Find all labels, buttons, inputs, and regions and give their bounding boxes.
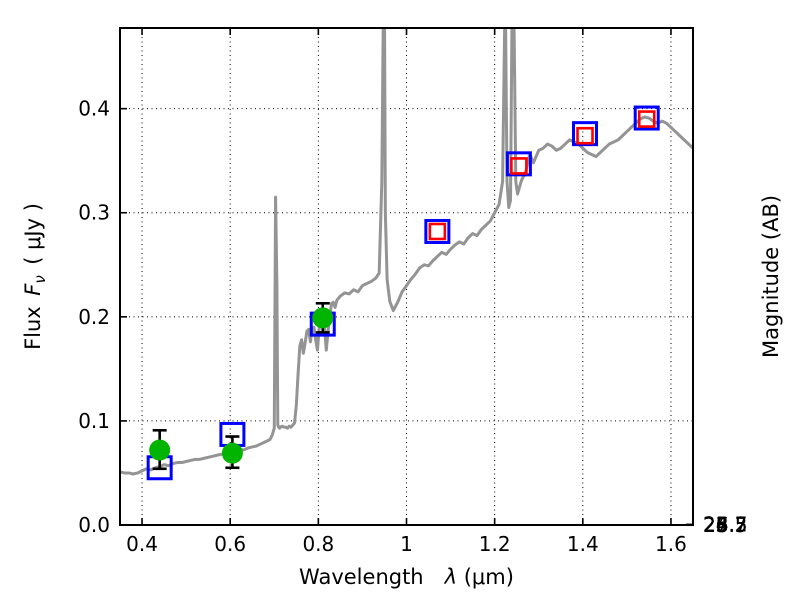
x-tick-label: 1.4 (567, 532, 599, 556)
y-left-axis-title: Flux Fν ( μJy ) (21, 203, 49, 350)
y-right-axis-title: Magnitude (AB) (759, 195, 783, 358)
grid-lines (120, 28, 693, 525)
x-tick-label: 0.8 (302, 532, 334, 556)
x-tick-label: 0.6 (214, 532, 246, 556)
fit-photometry-squares (428, 110, 656, 241)
y-left-tick-label: 0.0 (78, 513, 110, 537)
x-tick-label: 1 (400, 532, 413, 556)
x-tick-label: 1.2 (479, 532, 511, 556)
y-left-tick-label: 0.4 (78, 97, 110, 121)
axis-ticks: 0.4 0.6 0.8 1 1.2 1.4 1.6 0.0 0.1 0.2 0.3 0.4 24.725… (78, 28, 748, 556)
y-right-tick-label: 24.7 (703, 513, 748, 537)
y-right-tick-label: 27 (703, 513, 728, 537)
x-tick-label: 0.4 (126, 532, 158, 556)
model-spectrum-line (120, 28, 693, 476)
axis-labels: Wavelength λ (μm) Flux Fν ( μJy ) Magnitud… (21, 195, 783, 589)
y-left-tick-label: 0.2 (78, 305, 110, 329)
y-left-tick-label: 0.3 (78, 201, 110, 225)
x-axis-title: Wavelength λ (μm) (299, 565, 514, 589)
y-right-tick-label: 28 (703, 513, 728, 537)
x-tick-label: 1.6 (655, 532, 687, 556)
y-right-tick-label: 25.5 (703, 513, 748, 537)
y-left-tick-label: 0.1 (78, 409, 110, 433)
y-right-tick-label: 26.5 (703, 513, 748, 537)
y-right-tick-label: 25 (703, 513, 728, 537)
y-right-tick-label: 25.2 (703, 513, 748, 537)
observed-photometry-points (149, 307, 334, 464)
y-right-tick-label: 26 (703, 513, 728, 537)
model-photometry-squares (146, 105, 660, 481)
